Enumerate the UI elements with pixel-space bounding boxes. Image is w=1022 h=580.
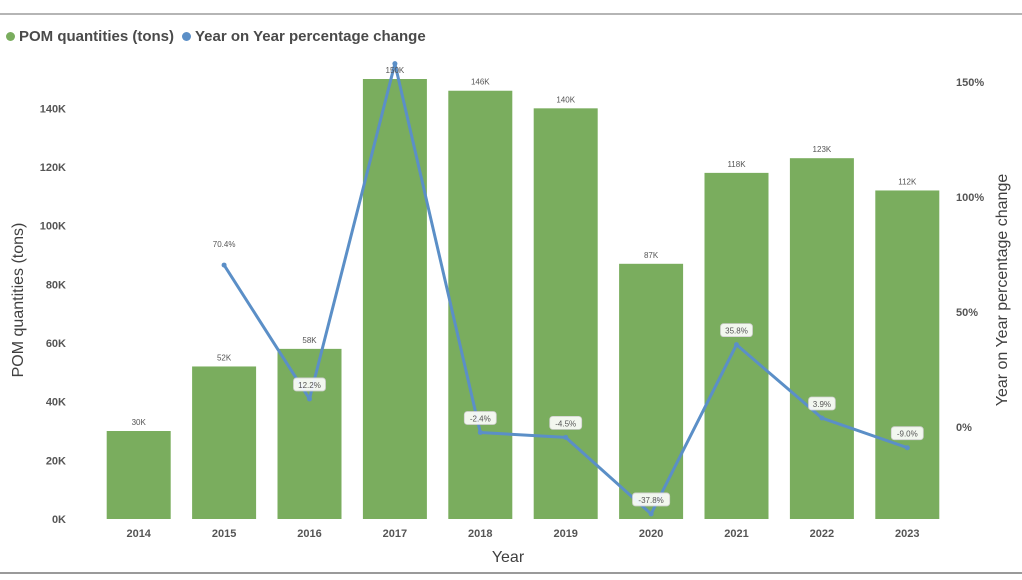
bar-2023[interactable] xyxy=(875,190,940,519)
yoy-label-2020: -37.8% xyxy=(638,496,663,505)
bar-label-2014: 30K xyxy=(132,418,147,427)
bar-label-2018: 146K xyxy=(471,78,490,87)
x-tick-label-2014: 2014 xyxy=(126,528,151,540)
y-tick-label: 100K xyxy=(40,221,66,233)
y-tick-label: 40K xyxy=(46,397,66,409)
bar-2020[interactable] xyxy=(619,263,684,519)
y2-tick-label: 50% xyxy=(956,307,978,319)
yoy-label-2021: 35.8% xyxy=(725,327,748,336)
yoy-label-box-2018 xyxy=(463,411,497,425)
x-tick-label-2015: 2015 xyxy=(212,528,236,540)
bar-2018[interactable] xyxy=(448,90,513,519)
yoy-point-2016[interactable] xyxy=(307,396,312,402)
yoy-point-2020[interactable] xyxy=(648,511,654,517)
yoy-point-2023[interactable] xyxy=(904,445,910,451)
yoy-point-2022[interactable] xyxy=(819,415,825,421)
yoy-label-box-2020 xyxy=(632,492,671,507)
y2-tick-label: 150% xyxy=(956,77,984,89)
yoy-point-2019[interactable] xyxy=(563,434,569,440)
y-tick-label: 140K xyxy=(40,103,66,115)
x-axis-title: Year xyxy=(492,549,525,566)
legend-label-yoy: Year on Year percentage change xyxy=(195,28,426,45)
y-tick-label: 60K xyxy=(46,338,66,350)
bar-2019[interactable] xyxy=(533,108,598,519)
yoy-label-2023: -9.0% xyxy=(897,430,918,439)
yoy-point-2018[interactable] xyxy=(477,430,483,436)
y2-axis-title: Year on Year percentage change xyxy=(994,174,1011,407)
legend: POM quantities (tons) Year on Year perce… xyxy=(6,28,434,45)
legend-dot-icon xyxy=(182,32,191,41)
y-tick-label: 120K xyxy=(40,162,66,174)
bar-2015[interactable] xyxy=(192,366,257,519)
labels-group: 30K 52K 58K 150K 146K 140K 87K 118K 123K 112K 70.4… xyxy=(132,66,924,507)
bar-2014[interactable] xyxy=(106,431,171,519)
bar-label-2023: 112K xyxy=(898,177,917,186)
yoy-label-box-2022 xyxy=(808,396,836,411)
yoy-point-2021[interactable] xyxy=(734,342,739,348)
legend-dot-icon xyxy=(6,32,15,41)
bar-label-2019: 140K xyxy=(556,95,575,104)
yoy-label-2022: 3.9% xyxy=(813,400,831,409)
legend-item-yoy[interactable]: Year on Year percentage change xyxy=(182,28,426,45)
bar-label-2016: 58K xyxy=(302,336,317,345)
yoy-point-2017[interactable] xyxy=(392,61,398,67)
yoy-label-box-2023 xyxy=(890,426,924,441)
y-tick-label: 20K xyxy=(46,455,66,467)
legend-label-pom: POM quantities (tons) xyxy=(19,28,174,45)
y-axis-title: POM quantities (tons) xyxy=(10,223,27,378)
x-tick-label-2022: 2022 xyxy=(810,528,834,540)
bar-2022[interactable] xyxy=(789,158,854,519)
top-divider xyxy=(0,13,1022,15)
bar-label-2017: 150K xyxy=(386,66,405,75)
bottom-divider xyxy=(0,572,1022,574)
x-tick-label-2019: 2019 xyxy=(553,528,577,540)
x-tick-label-2023: 2023 xyxy=(895,528,919,540)
y2-tick-label: 100% xyxy=(956,192,984,204)
yoy-label-box-2019 xyxy=(549,415,583,430)
axes-group: 0K 20K 40K 60K 80K 100K 120K 140K 0% 50% 100% 150% 2… xyxy=(10,77,1011,566)
yoy-label-2015: 70.4% xyxy=(213,240,236,249)
yoy-label-box-2016 xyxy=(293,377,326,392)
bar-label-2020: 87K xyxy=(644,251,659,260)
x-tick-label-2017: 2017 xyxy=(383,528,407,540)
bar-2017[interactable] xyxy=(362,79,427,519)
yoy-label-box-2021 xyxy=(720,323,753,338)
bar-label-2022: 123K xyxy=(813,145,832,154)
y-tick-label: 80K xyxy=(46,279,66,291)
x-tick-label-2016: 2016 xyxy=(297,528,321,540)
yoy-label-2016: 12.2% xyxy=(298,381,321,390)
yoy-label-2019: -4.5% xyxy=(555,419,576,428)
yoy-point-2015[interactable] xyxy=(221,262,227,268)
x-tick-label-2020: 2020 xyxy=(639,528,663,540)
x-tick-label-2018: 2018 xyxy=(468,528,492,540)
bar-label-2015: 52K xyxy=(217,353,232,362)
bar-2016[interactable] xyxy=(277,348,342,519)
y2-tick-label: 0% xyxy=(956,422,972,434)
yoy-label-2018: -2.4% xyxy=(470,415,491,424)
x-tick-label-2021: 2021 xyxy=(724,528,748,540)
line-group xyxy=(221,61,910,517)
legend-item-pom[interactable]: POM quantities (tons) xyxy=(6,28,174,45)
y-tick-label: 0K xyxy=(52,514,66,526)
bar-label-2021: 118K xyxy=(727,160,746,169)
